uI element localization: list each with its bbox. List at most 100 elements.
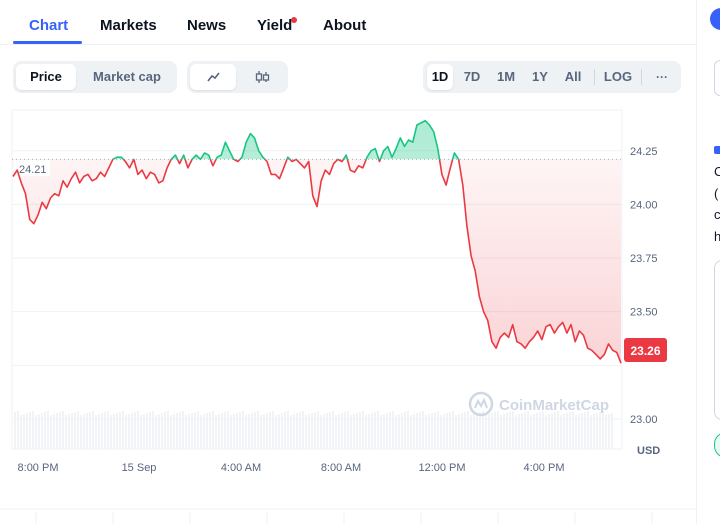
navigator-ticks — [0, 508, 696, 524]
side-search-box[interactable] — [714, 60, 720, 96]
volume-bar — [56, 413, 58, 449]
volume-bar — [185, 415, 187, 449]
range-1d-button[interactable]: 1D — [427, 64, 453, 90]
volume-bar — [545, 415, 547, 449]
volume-bar — [410, 415, 412, 449]
volume-bar — [572, 411, 574, 449]
range-all-button[interactable]: All — [564, 69, 582, 84]
volume-bar — [191, 413, 193, 449]
price-chart[interactable]: CoinMarketCap 24.21 24.25 24.00 23.75 23.50… — [0, 0, 696, 524]
volume-bar — [458, 414, 460, 449]
x-axis: 8:00 PM 15 Sep 4:00 AM 8:00 AM 12:00 PM 4:00 … — [18, 462, 565, 474]
volume-bar — [362, 411, 364, 449]
volume-bar — [560, 415, 562, 449]
volume-bar — [542, 411, 544, 449]
volume-bar — [419, 412, 421, 449]
volume-bar — [383, 414, 385, 449]
candlestick-chart-button[interactable] — [239, 64, 285, 90]
tab-chart[interactable]: Chart — [29, 17, 69, 34]
yield-notification-dot — [291, 17, 297, 23]
volume-bar — [290, 415, 292, 449]
volume-bar — [242, 411, 244, 449]
range-1m-button[interactable]: 1M — [496, 69, 516, 84]
volume-bar — [251, 413, 253, 449]
volume-bar — [341, 413, 343, 449]
volume-bar — [476, 413, 478, 449]
volume-bar — [287, 411, 289, 449]
volume-bar — [110, 415, 112, 449]
volume-bar — [116, 413, 118, 449]
volume-bar — [455, 415, 457, 449]
volume-bar — [479, 412, 481, 449]
volume-bar — [80, 415, 82, 449]
info-icon — [714, 146, 720, 154]
volume-bar — [611, 413, 613, 449]
line-chart-icon — [207, 72, 220, 82]
volume-bar — [392, 411, 394, 449]
volume-bar — [464, 412, 466, 449]
volume-bar — [596, 413, 598, 449]
volume-bar — [356, 413, 358, 449]
volume-bar — [515, 415, 517, 449]
volume-bar — [299, 412, 301, 449]
volume-bar — [488, 414, 490, 449]
volume-bar — [14, 412, 16, 449]
volume-bar — [41, 413, 43, 449]
range-divider — [594, 69, 595, 85]
volume-bar — [236, 413, 238, 449]
volume-bar — [575, 415, 577, 449]
volume-bar — [524, 412, 526, 449]
price-toggle-button[interactable]: Price — [16, 64, 76, 90]
volume-bar — [134, 412, 136, 449]
volume-bar — [89, 412, 91, 449]
volume-bar — [152, 411, 154, 449]
tab-yield[interactable]: Yield — [257, 17, 293, 34]
volume-bar — [20, 415, 22, 449]
volume-bar — [569, 412, 571, 449]
volume-bar — [578, 414, 580, 449]
volume-bar — [239, 412, 241, 449]
volume-bar — [50, 415, 52, 449]
top-tab-bar: Chart Markets News Yield About — [0, 0, 696, 45]
volume-bar — [215, 415, 217, 449]
volume-bar — [473, 414, 475, 449]
line-chart-button[interactable] — [190, 64, 236, 90]
volume-bar — [131, 413, 133, 449]
volume-bar — [113, 414, 115, 449]
volume-bar — [35, 415, 37, 449]
price-line-up — [111, 119, 460, 160]
active-tab-indicator — [13, 41, 82, 44]
volume-bar — [566, 413, 568, 449]
market-cap-toggle-button[interactable]: Market cap — [93, 69, 161, 84]
volume-bar — [212, 411, 214, 449]
volume-bar — [359, 412, 361, 449]
volume-bar — [494, 412, 496, 449]
volume-bar — [425, 415, 427, 449]
range-1y-button[interactable]: 1Y — [532, 69, 548, 84]
volume-bar — [509, 412, 511, 449]
volume-bar — [188, 414, 190, 449]
range-7d-button[interactable]: 7D — [463, 69, 481, 84]
volume-bar — [245, 415, 247, 449]
tab-about[interactable]: About — [323, 17, 367, 34]
tab-markets[interactable]: Markets — [100, 17, 157, 34]
tab-news[interactable]: News — [187, 17, 227, 34]
volume-bar — [512, 411, 514, 449]
volume-bar — [587, 411, 589, 449]
volume-bar — [194, 412, 196, 449]
volume-bar — [338, 414, 340, 449]
volume-bar — [233, 414, 235, 449]
more-options-button[interactable]: ··· — [656, 70, 668, 84]
volume-bar — [467, 411, 469, 449]
volume-bar — [47, 411, 49, 449]
volume-bar — [254, 412, 256, 449]
volume-bar — [164, 412, 166, 449]
log-scale-button[interactable]: LOG — [603, 69, 633, 84]
volume-bar — [122, 411, 124, 449]
coin-logo-icon — [710, 8, 720, 30]
volume-bar — [77, 411, 79, 449]
volume-bar — [443, 414, 445, 449]
volume-bar — [158, 414, 160, 449]
volume-bar — [149, 412, 151, 449]
volume-bar — [446, 413, 448, 449]
